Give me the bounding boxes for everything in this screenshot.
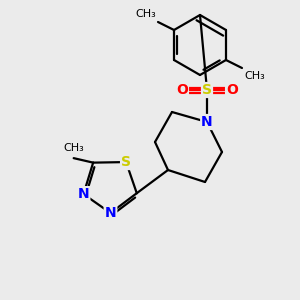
Text: N: N xyxy=(201,115,213,129)
Text: CH₃: CH₃ xyxy=(244,71,265,81)
Text: O: O xyxy=(226,83,238,97)
Text: N: N xyxy=(78,187,89,201)
Text: S: S xyxy=(121,155,131,169)
Text: O: O xyxy=(176,83,188,97)
Text: CH₃: CH₃ xyxy=(135,9,156,19)
Text: S: S xyxy=(202,83,212,97)
Text: N: N xyxy=(105,206,116,220)
Text: CH₃: CH₃ xyxy=(63,143,84,153)
